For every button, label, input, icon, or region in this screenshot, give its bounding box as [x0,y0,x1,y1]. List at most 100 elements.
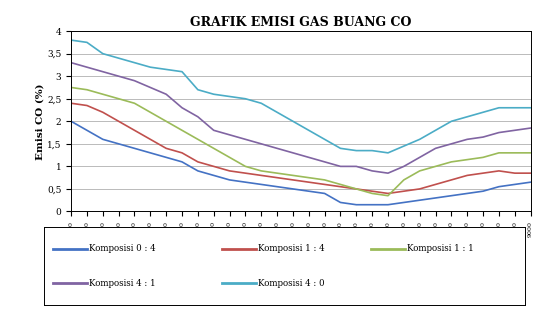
Komposisi 1 : 1: (4e+03, 1.4): 1: (4e+03, 1.4) [211,146,217,150]
Komposisi 1 : 1: (9e+03, 1.3): 1: (9e+03, 1.3) [527,151,534,155]
Komposisi 4 : 0: (3.75e+03, 2.7): 0: (3.75e+03, 2.7) [195,88,201,91]
Text: Komposisi 1 : 1: Komposisi 1 : 1 [407,244,474,253]
Komposisi 0 : 4: (7.75e+03, 0.35): 4: (7.75e+03, 0.35) [448,194,455,197]
Komposisi 4 : 1: (4e+03, 1.8): 1: (4e+03, 1.8) [211,128,217,132]
Komposisi 1 : 1: (5.5e+03, 0.75): 1: (5.5e+03, 0.75) [305,176,312,179]
Komposisi 1 : 1: (3.5e+03, 1.8): 1: (3.5e+03, 1.8) [179,128,185,132]
Komposisi 0 : 4: (7.25e+03, 0.25): 4: (7.25e+03, 0.25) [416,198,423,202]
Komposisi 4 : 1: (6.75e+03, 0.85): 1: (6.75e+03, 0.85) [385,171,391,175]
Komposisi 1 : 4: (3.5e+03, 1.3): 4: (3.5e+03, 1.3) [179,151,185,155]
Komposisi 1 : 1: (3.75e+03, 1.6): 1: (3.75e+03, 1.6) [195,137,201,141]
Komposisi 0 : 4: (2.5e+03, 1.5): 4: (2.5e+03, 1.5) [115,142,122,146]
Komposisi 1 : 1: (4.25e+03, 1.2): 1: (4.25e+03, 1.2) [226,156,233,159]
Komposisi 0 : 4: (2.75e+03, 1.4): 4: (2.75e+03, 1.4) [131,146,138,150]
Komposisi 1 : 4: (4.5e+03, 0.85): 4: (4.5e+03, 0.85) [242,171,249,175]
Komposisi 0 : 4: (5.25e+03, 0.5): 4: (5.25e+03, 0.5) [290,187,296,191]
Komposisi 1 : 4: (5.25e+03, 0.7): 4: (5.25e+03, 0.7) [290,178,296,182]
Line: Komposisi 4 : 0: Komposisi 4 : 0 [71,40,531,153]
Komposisi 0 : 4: (6.5e+03, 0.15): 4: (6.5e+03, 0.15) [369,203,375,207]
Komposisi 1 : 4: (2.75e+03, 1.8): 4: (2.75e+03, 1.8) [131,128,138,132]
Komposisi 4 : 1: (8e+03, 1.6): 1: (8e+03, 1.6) [464,137,470,141]
Komposisi 4 : 0: (2.75e+03, 3.3): 0: (2.75e+03, 3.3) [131,61,138,65]
Komposisi 1 : 4: (6.25e+03, 0.5): 4: (6.25e+03, 0.5) [353,187,359,191]
Komposisi 4 : 1: (4.75e+03, 1.5): 1: (4.75e+03, 1.5) [258,142,265,146]
Komposisi 4 : 1: (3.25e+03, 2.6): 1: (3.25e+03, 2.6) [163,92,170,96]
Text: Komposisi 0 : 4: Komposisi 0 : 4 [90,244,156,253]
Komposisi 1 : 1: (7.75e+03, 1.1): 1: (7.75e+03, 1.1) [448,160,455,164]
Komposisi 4 : 1: (3e+03, 2.75): 1: (3e+03, 2.75) [147,86,154,89]
Komposisi 4 : 1: (7.5e+03, 1.4): 1: (7.5e+03, 1.4) [432,146,439,150]
Line: Komposisi 4 : 1: Komposisi 4 : 1 [71,63,531,173]
Line: Komposisi 0 : 4: Komposisi 0 : 4 [71,121,531,205]
Line: Komposisi 1 : 4: Komposisi 1 : 4 [71,103,531,193]
Komposisi 4 : 0: (3.5e+03, 3.1): 0: (3.5e+03, 3.1) [179,70,185,73]
Komposisi 4 : 0: (8.25e+03, 2.2): 0: (8.25e+03, 2.2) [480,110,486,114]
Text: Komposisi 4 : 1: Komposisi 4 : 1 [90,279,156,287]
Komposisi 0 : 4: (4.5e+03, 0.65): 4: (4.5e+03, 0.65) [242,180,249,184]
Komposisi 4 : 0: (4.5e+03, 2.5): 0: (4.5e+03, 2.5) [242,97,249,101]
Komposisi 4 : 0: (2.5e+03, 3.4): 0: (2.5e+03, 3.4) [115,56,122,60]
Komposisi 4 : 1: (8.25e+03, 1.65): 1: (8.25e+03, 1.65) [480,135,486,139]
Komposisi 4 : 0: (9e+03, 2.3): 0: (9e+03, 2.3) [527,106,534,110]
Komposisi 0 : 4: (7.5e+03, 0.3): 4: (7.5e+03, 0.3) [432,196,439,200]
Komposisi 0 : 4: (2.25e+03, 1.6): 4: (2.25e+03, 1.6) [100,137,106,141]
Komposisi 1 : 4: (7.25e+03, 0.5): 4: (7.25e+03, 0.5) [416,187,423,191]
Komposisi 4 : 1: (1.75e+03, 3.3): 1: (1.75e+03, 3.3) [68,61,74,65]
Komposisi 1 : 1: (6.75e+03, 0.35): 1: (6.75e+03, 0.35) [385,194,391,197]
Komposisi 1 : 4: (7.75e+03, 0.7): 4: (7.75e+03, 0.7) [448,178,455,182]
Komposisi 1 : 4: (6e+03, 0.55): 4: (6e+03, 0.55) [337,185,344,188]
Komposisi 0 : 4: (6.75e+03, 0.15): 4: (6.75e+03, 0.15) [385,203,391,207]
Komposisi 1 : 1: (3.25e+03, 2): 1: (3.25e+03, 2) [163,119,170,123]
Komposisi 0 : 4: (3.25e+03, 1.2): 4: (3.25e+03, 1.2) [163,156,170,159]
Komposisi 1 : 1: (8e+03, 1.15): 1: (8e+03, 1.15) [464,158,470,161]
Komposisi 0 : 4: (6e+03, 0.2): 4: (6e+03, 0.2) [337,201,344,204]
Komposisi 0 : 4: (8.75e+03, 0.6): 4: (8.75e+03, 0.6) [511,183,518,186]
Komposisi 1 : 1: (7.25e+03, 0.9): 1: (7.25e+03, 0.9) [416,169,423,173]
Komposisi 4 : 1: (3.75e+03, 2.1): 1: (3.75e+03, 2.1) [195,115,201,119]
Komposisi 4 : 0: (6e+03, 1.4): 0: (6e+03, 1.4) [337,146,344,150]
Komposisi 1 : 1: (5.25e+03, 0.8): 1: (5.25e+03, 0.8) [290,174,296,177]
Komposisi 1 : 1: (6.5e+03, 0.4): 1: (6.5e+03, 0.4) [369,192,375,195]
Komposisi 0 : 4: (5e+03, 0.55): 4: (5e+03, 0.55) [274,185,281,188]
Komposisi 0 : 4: (6.25e+03, 0.15): 4: (6.25e+03, 0.15) [353,203,359,207]
Komposisi 1 : 4: (8.75e+03, 0.85): 4: (8.75e+03, 0.85) [511,171,518,175]
Komposisi 4 : 1: (7.75e+03, 1.5): 1: (7.75e+03, 1.5) [448,142,455,146]
Komposisi 4 : 1: (8.5e+03, 1.75): 1: (8.5e+03, 1.75) [496,131,502,134]
Komposisi 1 : 4: (6.5e+03, 0.45): 4: (6.5e+03, 0.45) [369,189,375,193]
Komposisi 4 : 1: (5.5e+03, 1.2): 1: (5.5e+03, 1.2) [305,156,312,159]
Komposisi 4 : 0: (3.25e+03, 3.15): 0: (3.25e+03, 3.15) [163,67,170,71]
Komposisi 4 : 0: (7.25e+03, 1.6): 0: (7.25e+03, 1.6) [416,137,423,141]
Komposisi 1 : 1: (7.5e+03, 1): 1: (7.5e+03, 1) [432,165,439,168]
Komposisi 4 : 0: (5.25e+03, 2): 0: (5.25e+03, 2) [290,119,296,123]
Komposisi 4 : 1: (2.25e+03, 3.1): 1: (2.25e+03, 3.1) [100,70,106,73]
Komposisi 1 : 1: (5.75e+03, 0.7): 1: (5.75e+03, 0.7) [321,178,328,182]
Komposisi 1 : 1: (6e+03, 0.6): 1: (6e+03, 0.6) [337,183,344,186]
Komposisi 1 : 4: (5.5e+03, 0.65): 4: (5.5e+03, 0.65) [305,180,312,184]
Komposisi 0 : 4: (8.25e+03, 0.45): 4: (8.25e+03, 0.45) [480,189,486,193]
Komposisi 1 : 1: (2.25e+03, 2.6): 1: (2.25e+03, 2.6) [100,92,106,96]
Komposisi 1 : 4: (1.75e+03, 2.4): 4: (1.75e+03, 2.4) [68,101,74,105]
Komposisi 4 : 0: (6.5e+03, 1.35): 0: (6.5e+03, 1.35) [369,149,375,152]
Komposisi 1 : 4: (2e+03, 2.35): 4: (2e+03, 2.35) [84,104,90,107]
Text: Komposisi 4 : 0: Komposisi 4 : 0 [258,279,324,287]
Komposisi 1 : 1: (8.25e+03, 1.2): 1: (8.25e+03, 1.2) [480,156,486,159]
Komposisi 4 : 0: (3e+03, 3.2): 0: (3e+03, 3.2) [147,65,154,69]
Komposisi 4 : 0: (5.75e+03, 1.6): 0: (5.75e+03, 1.6) [321,137,328,141]
Komposisi 1 : 4: (2.25e+03, 2.2): 4: (2.25e+03, 2.2) [100,110,106,114]
Komposisi 1 : 1: (8.75e+03, 1.3): 1: (8.75e+03, 1.3) [511,151,518,155]
Komposisi 0 : 4: (5.5e+03, 0.45): 4: (5.5e+03, 0.45) [305,189,312,193]
Komposisi 4 : 0: (6.25e+03, 1.35): 0: (6.25e+03, 1.35) [353,149,359,152]
Komposisi 0 : 4: (3.5e+03, 1.1): 4: (3.5e+03, 1.1) [179,160,185,164]
Komposisi 1 : 1: (3e+03, 2.2): 1: (3e+03, 2.2) [147,110,154,114]
Komposisi 4 : 1: (8.75e+03, 1.8): 1: (8.75e+03, 1.8) [511,128,518,132]
Komposisi 4 : 0: (6.75e+03, 1.3): 0: (6.75e+03, 1.3) [385,151,391,155]
Komposisi 4 : 1: (5.75e+03, 1.1): 1: (5.75e+03, 1.1) [321,160,328,164]
Line: Komposisi 1 : 1: Komposisi 1 : 1 [71,87,531,196]
Komposisi 4 : 1: (2.5e+03, 3): 1: (2.5e+03, 3) [115,74,122,78]
Komposisi 4 : 0: (7.5e+03, 1.8): 0: (7.5e+03, 1.8) [432,128,439,132]
Komposisi 0 : 4: (7e+03, 0.2): 4: (7e+03, 0.2) [400,201,407,204]
Text: Komposisi 1 : 4: Komposisi 1 : 4 [258,244,324,253]
Komposisi 4 : 1: (4.5e+03, 1.6): 1: (4.5e+03, 1.6) [242,137,249,141]
Komposisi 0 : 4: (4e+03, 0.8): 4: (4e+03, 0.8) [211,174,217,177]
X-axis label: Putaran Mesin (rpm): Putaran Mesin (rpm) [240,240,362,249]
